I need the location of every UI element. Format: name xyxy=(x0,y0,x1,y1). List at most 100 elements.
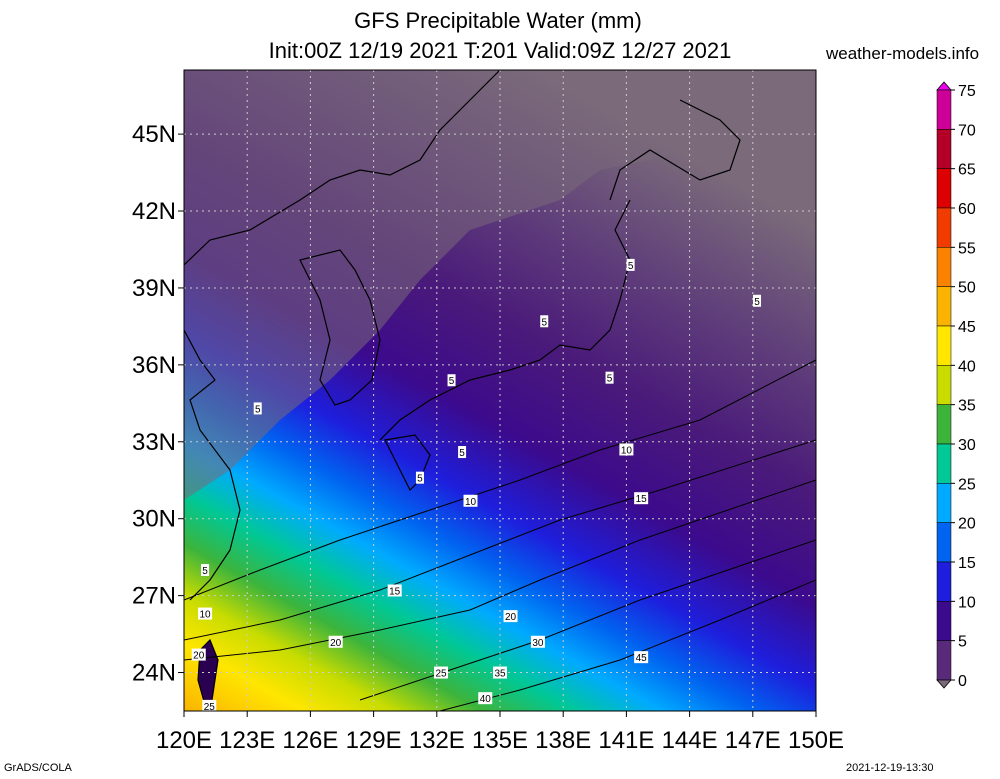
colorbar-bottom-arrow xyxy=(936,679,952,689)
contour-label-bg xyxy=(463,494,478,507)
contour-label: 20 xyxy=(330,638,342,649)
contour-label-bg xyxy=(387,584,402,597)
colorbar-segment xyxy=(936,522,952,563)
lon-tick-label: 132E xyxy=(409,727,465,754)
contour-label: 5 xyxy=(459,448,465,459)
contour-label-bg xyxy=(458,446,467,459)
lon-tick-label: 120E xyxy=(156,727,212,754)
contour-label-bg xyxy=(328,635,343,648)
contour-label: 5 xyxy=(449,376,455,387)
contour-label-bg xyxy=(191,648,206,661)
contour-label-bg xyxy=(605,371,614,384)
contour-label-bg xyxy=(634,651,649,664)
contour-label: 5 xyxy=(628,261,634,272)
contour-label-bg xyxy=(634,492,649,505)
colorbar-segment xyxy=(936,89,952,130)
gridlines xyxy=(184,70,816,711)
lat-tick-label: 39N xyxy=(132,275,176,302)
contour-label-bg xyxy=(530,635,545,648)
lat-tick-label: 45N xyxy=(132,121,176,148)
lat-tick-label: 30N xyxy=(132,506,176,533)
colorbar-segment xyxy=(936,443,952,484)
contour-label: 5 xyxy=(255,404,261,415)
coastline-china xyxy=(184,329,241,601)
lon-tick-label: 144E xyxy=(662,727,718,754)
lon-tick-label: 126E xyxy=(282,727,338,754)
colorbar-label: 45 xyxy=(958,319,976,336)
colorbar-segment xyxy=(936,325,952,366)
colorbar-segment xyxy=(936,286,952,327)
lon-tick-label: 147E xyxy=(725,727,781,754)
contour-labels: 5 5 5 5 5 5 5 5 5 10 10 10 15 15 20 20 20 25 25 30 35 40 45 xyxy=(191,258,762,711)
colorbar-segment xyxy=(936,247,952,287)
contour-label-bg xyxy=(540,315,549,328)
colorbar-segment xyxy=(936,404,952,445)
contour-label: 35 xyxy=(494,669,506,680)
contour-label-bg xyxy=(253,402,262,415)
contour-15 xyxy=(184,439,816,641)
colorbar-label: 0 xyxy=(958,673,967,690)
colorbar-label: 50 xyxy=(958,280,976,297)
contour-label: 10 xyxy=(621,445,633,456)
contour-label: 10 xyxy=(200,610,212,621)
contour-40 xyxy=(439,579,816,711)
colorbar-segment xyxy=(936,168,952,209)
colorbar-segment xyxy=(936,207,952,248)
contour-label: 5 xyxy=(541,317,547,328)
colorbar-label: 20 xyxy=(958,516,976,533)
lon-tick-label: 129E xyxy=(346,727,402,754)
contour-label: 10 xyxy=(465,497,477,508)
colorbar-segment xyxy=(936,601,952,641)
contour-label: 5 xyxy=(417,474,423,485)
lat-tick-label: 36N xyxy=(132,352,176,379)
contour-label-bg xyxy=(434,666,449,679)
contour-label: 30 xyxy=(532,638,544,649)
colorbar-top-arrow xyxy=(936,81,952,91)
dry-continental-region xyxy=(184,70,816,500)
colorbar-label: 30 xyxy=(958,437,976,454)
contour-label: 20 xyxy=(505,612,517,623)
lat-tick-label: 24N xyxy=(132,660,176,687)
colorbar-segment xyxy=(936,129,952,169)
contour-label-bg xyxy=(415,471,424,484)
latitude-axis: 24N 27N 30N 33N 36N 39N 42N 45N xyxy=(132,121,184,687)
colorbar-label: 5 xyxy=(958,634,967,651)
footer-credit: GrADS/COLA xyxy=(4,762,72,774)
colorbar-segment xyxy=(936,640,952,681)
colorbar-segment xyxy=(936,483,952,523)
lon-tick-label: 135E xyxy=(472,727,528,754)
coastline-asia-mainland xyxy=(184,70,501,266)
contour-label: 5 xyxy=(202,566,208,577)
contour-label-bg xyxy=(503,610,518,623)
colorbar-label: 60 xyxy=(958,201,976,218)
contour-label: 20 xyxy=(193,651,205,662)
colorbar-label: 35 xyxy=(958,398,976,415)
contour-label: 5 xyxy=(754,297,760,308)
colorbar-label: 55 xyxy=(958,240,976,257)
contour-label-bg xyxy=(198,607,213,620)
contour-label-bg xyxy=(447,374,456,387)
colorbar-label: 65 xyxy=(958,162,976,179)
footer-timestamp: 2021-12-19-13:30 xyxy=(846,762,934,774)
colorbar-label: 10 xyxy=(958,594,976,611)
colorbar-label: 15 xyxy=(958,555,976,572)
contour-label-bg xyxy=(493,666,507,679)
lat-tick-label: 42N xyxy=(132,198,176,225)
coastline-hokkaido xyxy=(609,99,741,201)
colorbar-label: 75 xyxy=(958,83,976,100)
contour-label: 40 xyxy=(480,694,492,705)
contour-label-bg xyxy=(478,692,493,705)
chart-title: GFS Precipitable Water (mm) xyxy=(354,8,642,33)
contour-label-bg xyxy=(202,699,217,711)
lon-tick-label: 138E xyxy=(535,727,591,754)
colorbar-label: 40 xyxy=(958,358,976,375)
lat-tick-label: 33N xyxy=(132,429,176,456)
colorbar-label: 70 xyxy=(958,122,976,139)
contour-label-bg xyxy=(626,258,635,271)
chart-subtitle: Init:00Z 12/19 2021 T:201 Valid:09Z 12/2… xyxy=(268,38,732,63)
contour-label: 5 xyxy=(607,374,613,385)
source-site: weather-models.info xyxy=(826,44,980,63)
lat-tick-label: 27N xyxy=(132,583,176,610)
